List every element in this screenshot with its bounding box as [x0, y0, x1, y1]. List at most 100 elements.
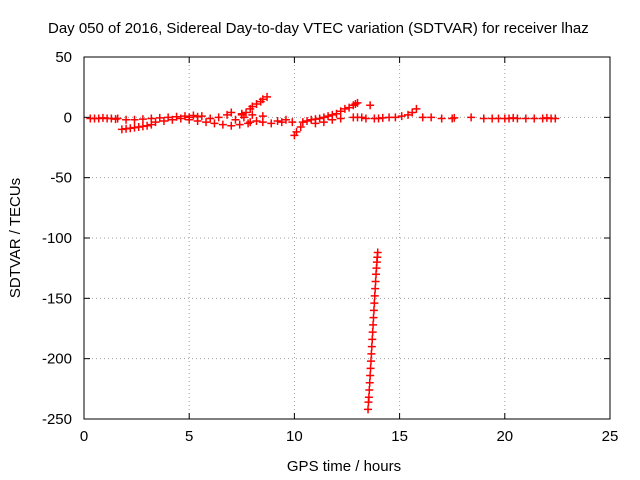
data-point [164, 113, 173, 122]
x-tick-label: 20 [496, 428, 513, 445]
data-point [147, 114, 156, 123]
data-point [367, 349, 376, 358]
data-point [353, 98, 362, 107]
data-point [267, 119, 276, 128]
data-point [418, 113, 427, 122]
data-point [303, 116, 312, 125]
data-point [361, 114, 370, 123]
x-tick-label: 5 [185, 428, 193, 445]
data-point [364, 393, 373, 402]
data-point [155, 113, 164, 122]
data-point [237, 109, 246, 118]
data-point [235, 120, 244, 129]
data-point [366, 371, 375, 380]
data-point [365, 378, 374, 387]
data-point [365, 386, 374, 395]
data-point [521, 114, 530, 123]
data-point [296, 122, 305, 131]
data-point [371, 277, 380, 286]
data-point [113, 114, 122, 123]
data-point [176, 114, 185, 123]
data-point [332, 109, 341, 118]
data-point [248, 102, 257, 111]
data-point [246, 118, 255, 127]
x-tick-label: 10 [286, 428, 303, 445]
data-point [530, 114, 539, 123]
data-point [391, 113, 400, 122]
data-point [227, 108, 236, 117]
data-point [450, 113, 459, 122]
y-tick-label: -150 [42, 290, 72, 307]
data-point [315, 114, 324, 123]
data-point [551, 114, 560, 123]
y-axis-label: SDTVAR / TECUs [7, 178, 24, 298]
data-point [364, 405, 373, 414]
data-point [122, 115, 131, 124]
data-point [231, 115, 240, 124]
data-point [258, 112, 267, 121]
data-point [143, 121, 152, 130]
data-point [263, 92, 272, 101]
data-point [210, 119, 219, 128]
data-point [357, 113, 366, 122]
data-point [370, 299, 379, 308]
data-point [252, 116, 261, 125]
data-point [138, 115, 147, 124]
axis-ticks [83, 56, 611, 420]
data-point [437, 114, 446, 123]
data-point [185, 115, 194, 124]
y-tick-label: -200 [42, 351, 72, 368]
data-point [324, 112, 333, 121]
data-point [214, 113, 223, 122]
y-tick-label: -100 [42, 230, 72, 247]
data-point [368, 335, 377, 344]
data-point [180, 112, 189, 121]
data-point [248, 110, 257, 119]
y-tick-label: 50 [55, 49, 72, 66]
data-point [288, 118, 297, 127]
data-point [277, 118, 286, 127]
data-point [242, 108, 251, 117]
data-point [345, 103, 354, 112]
chart-title: Day 050 of 2016, Sidereal Day-to-day VTE… [48, 20, 589, 37]
data-point [172, 112, 181, 121]
data-point [206, 114, 215, 123]
data-point [292, 127, 301, 136]
data-point [479, 114, 488, 123]
data-point [366, 101, 375, 110]
data-point [340, 104, 349, 113]
data-point [130, 115, 139, 124]
data-point [336, 114, 345, 123]
data-point [328, 115, 337, 124]
data-point [202, 118, 211, 127]
data-point [368, 328, 377, 337]
data-point [397, 112, 406, 121]
x-tick-labels: 0 5 10 15 20 25 [80, 428, 619, 445]
x-tick-label: 15 [391, 428, 408, 445]
y-tick-label: -50 [50, 170, 72, 187]
x-axis-label: GPS time / hours [287, 458, 401, 475]
data-point [252, 100, 261, 109]
data-point [319, 118, 328, 127]
data-point [168, 115, 177, 124]
data-point [366, 364, 375, 373]
data-point [366, 357, 375, 366]
x-tick-label: 25 [602, 428, 619, 445]
y-tick-label: 0 [64, 109, 72, 126]
data-point [218, 120, 227, 129]
y-tick-labels: 50 0 -50 -100 -150 -200 -250 [42, 49, 72, 428]
data-point [408, 108, 417, 117]
data-point [404, 110, 413, 119]
data-point [298, 118, 307, 127]
data-point [281, 115, 290, 124]
data-point [336, 107, 345, 116]
data-point [223, 110, 232, 119]
x-tick-label: 0 [80, 428, 88, 445]
data-point [369, 313, 378, 322]
data-point [427, 113, 436, 122]
data-point [412, 104, 421, 113]
data-point [513, 114, 522, 123]
data-point [369, 320, 378, 329]
data-point [258, 95, 267, 104]
